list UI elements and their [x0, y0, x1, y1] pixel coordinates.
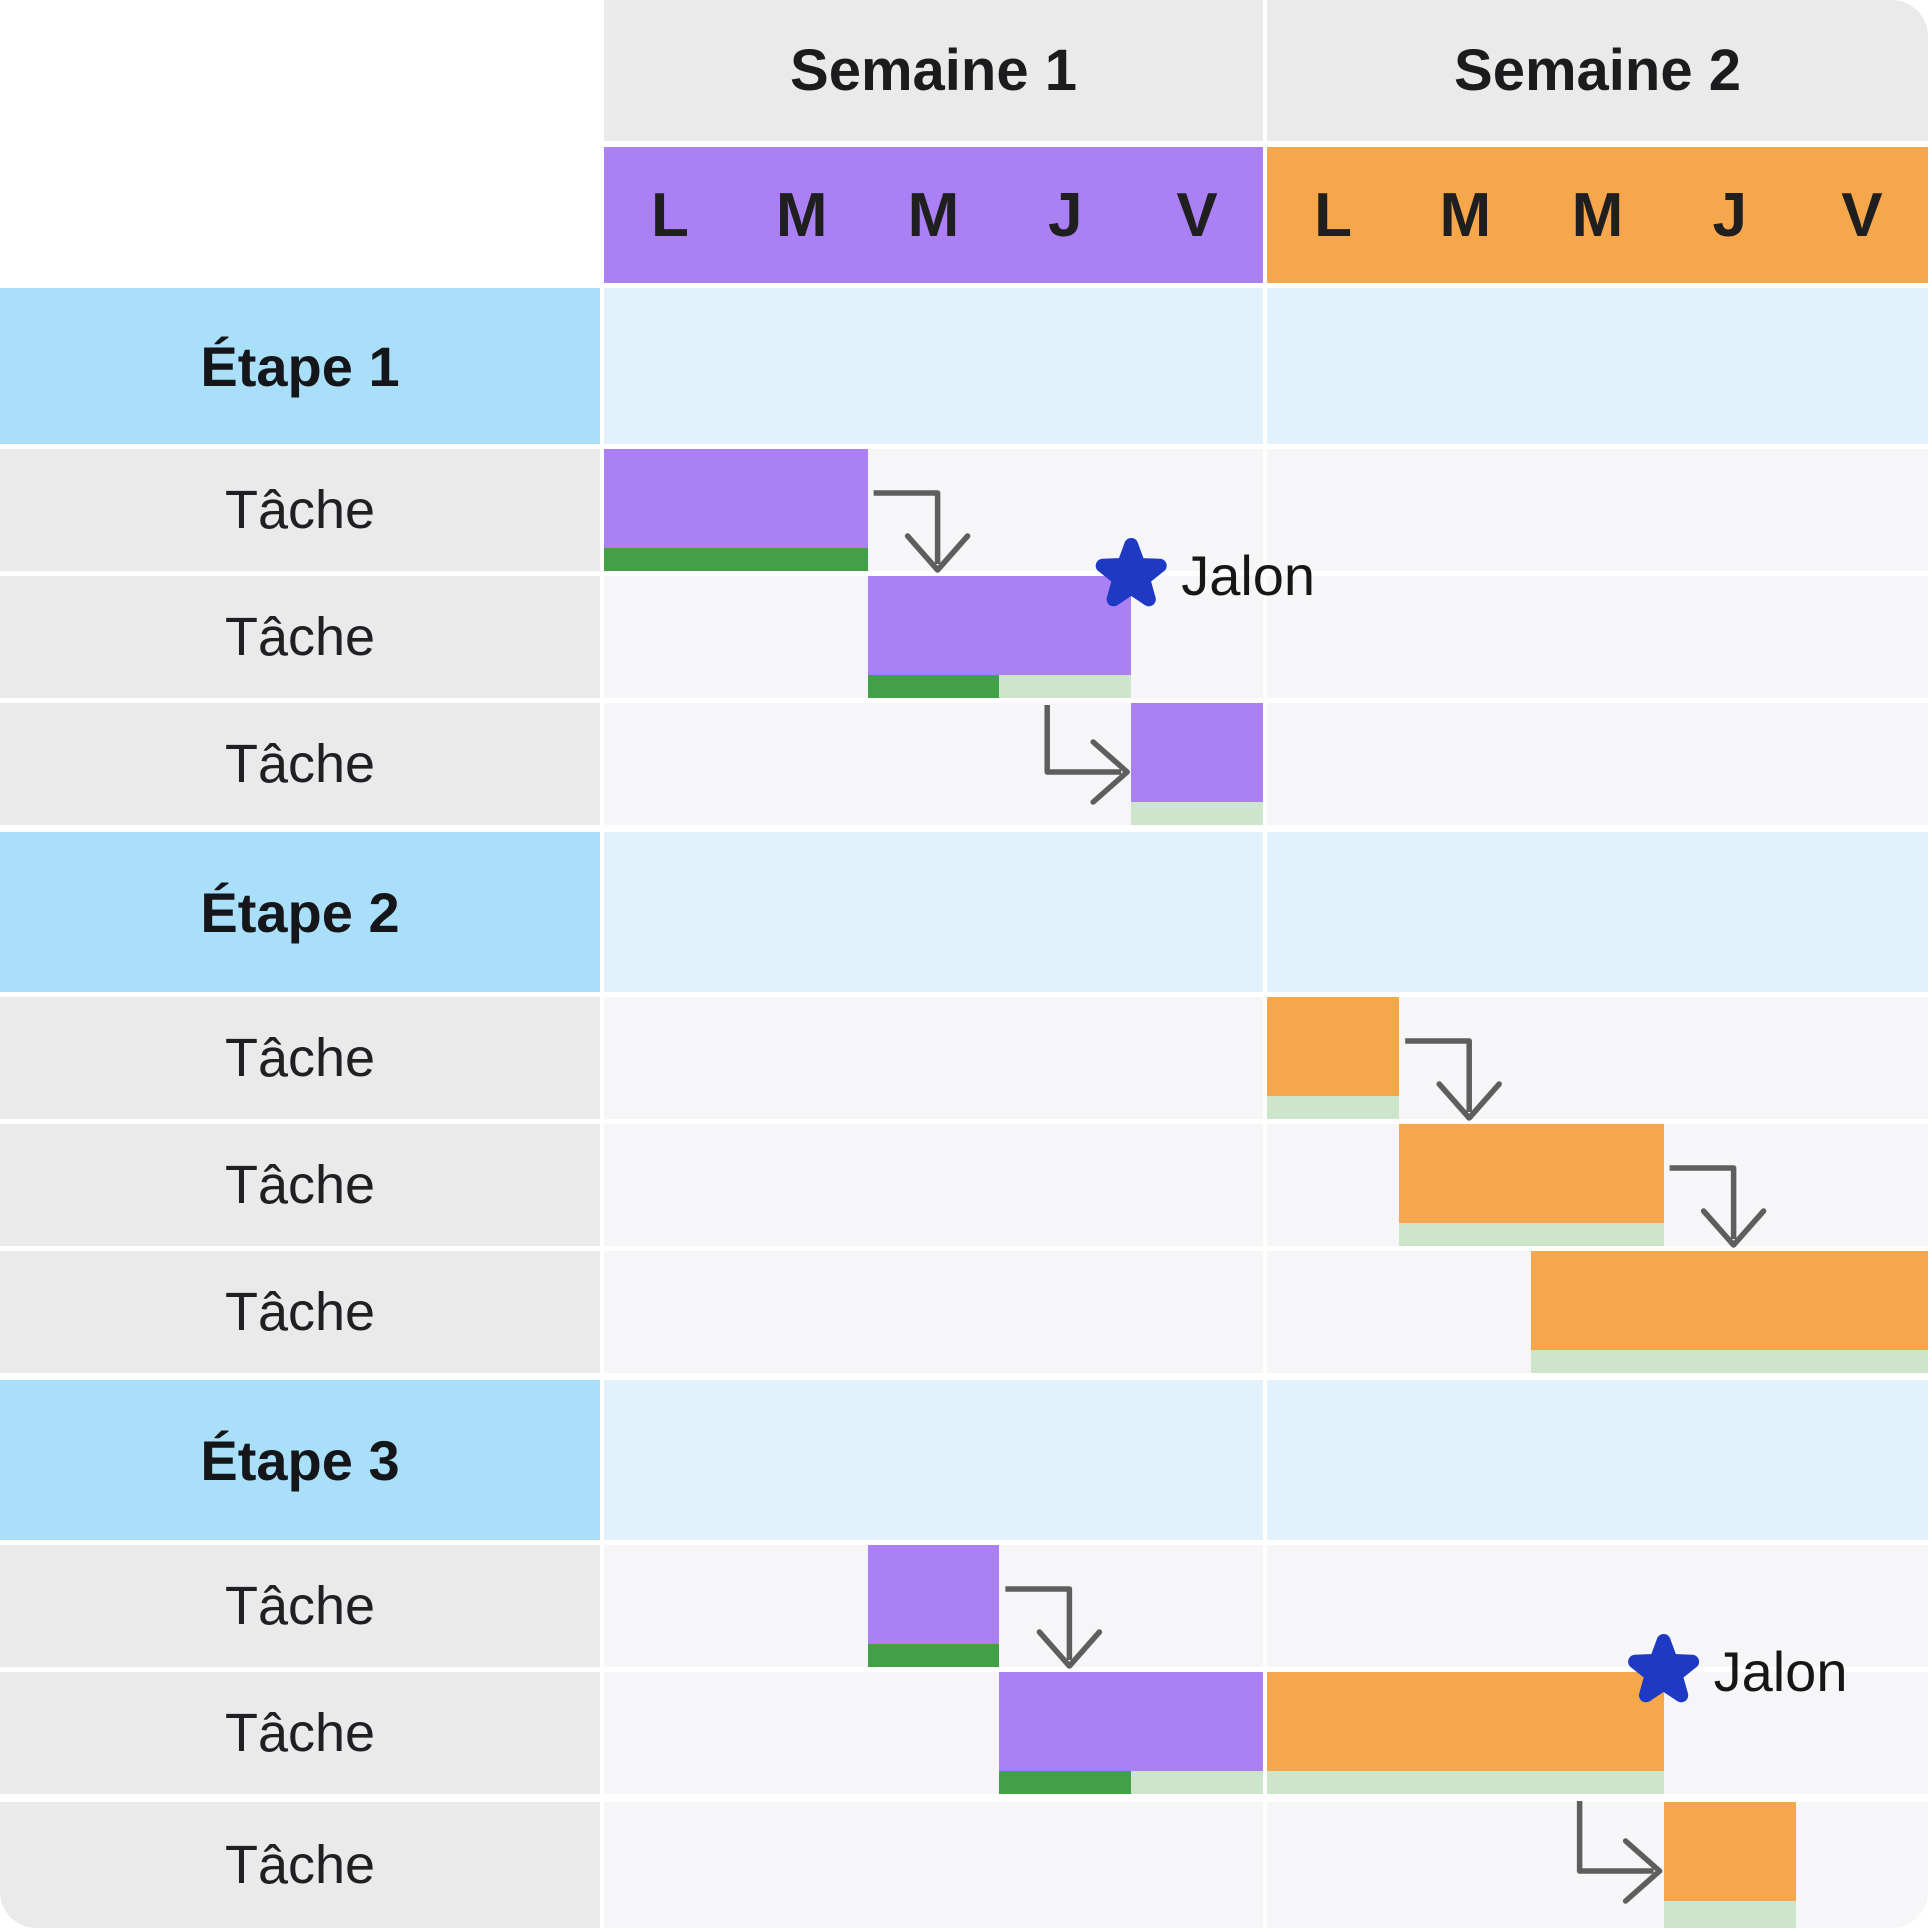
task-row-label: Tâche	[224, 480, 376, 540]
progress-strip	[604, 548, 868, 571]
task-label-cell: Tâche	[0, 1672, 600, 1794]
week2-day-band	[1267, 147, 1928, 283]
day-cell: M	[736, 147, 868, 283]
task-track	[604, 1124, 1263, 1246]
stage-row: Étape 2	[0, 832, 1928, 992]
task-track	[604, 997, 1263, 1119]
day-letter-label: J	[1712, 180, 1747, 250]
stage-track	[1267, 288, 1928, 444]
day-cell: V	[1796, 147, 1928, 283]
progress-strip	[867, 1644, 1000, 1667]
stage-row: Étape 1	[0, 288, 1928, 444]
week2-header-band: Semaine 2	[1267, 0, 1928, 141]
day-cell: M	[1531, 147, 1663, 283]
progress-strip	[1399, 1223, 1664, 1246]
milestone-label: Jalon	[1713, 1639, 1848, 1703]
progress-strip	[1267, 1096, 1400, 1119]
stage-row-label: Étape 1	[200, 334, 400, 398]
task-label-cell: Tâche	[0, 997, 600, 1119]
stage-label-cell: Étape 3	[0, 1380, 600, 1540]
task-row-label: Tâche	[224, 1282, 376, 1342]
task-row-label: Tâche	[224, 1576, 376, 1636]
progress-strip	[867, 675, 1000, 698]
task-bar	[999, 1672, 1263, 1771]
task-track	[604, 1251, 1263, 1373]
stage-track	[604, 1380, 1263, 1540]
day-letter-label: L	[1314, 180, 1353, 250]
day-letter-label: M	[1571, 180, 1624, 250]
day-letter-label: M	[1439, 180, 1492, 250]
task-bar	[1663, 1802, 1796, 1901]
stage-label-cell: Étape 1	[0, 288, 600, 444]
day-cell: M	[1399, 147, 1531, 283]
day-letter-label: L	[650, 180, 689, 250]
day-cell: L	[1267, 147, 1399, 283]
task-bar	[1399, 1124, 1664, 1223]
day-letter-label: M	[907, 180, 960, 250]
day-letter-label: J	[1048, 180, 1083, 250]
task-bar	[1267, 997, 1400, 1096]
task-bar	[604, 449, 868, 548]
progress-strip	[999, 675, 1132, 698]
day-cell: M	[868, 147, 1000, 283]
day-letter-label: M	[775, 180, 828, 250]
task-label-cell: Tâche	[0, 1251, 600, 1373]
task-track	[1267, 703, 1928, 825]
progress-strip	[1131, 1771, 1263, 1794]
day-cell: L	[604, 147, 736, 283]
stage-row-label: Étape 3	[200, 1428, 400, 1492]
task-track	[1267, 1545, 1928, 1667]
progress-strip	[1663, 1901, 1796, 1928]
stage-label-cell: Étape 2	[0, 832, 600, 992]
progress-strip	[1131, 802, 1263, 825]
progress-strip	[999, 1771, 1132, 1794]
milestone-label: Jalon	[1181, 543, 1316, 607]
task-row-label: Tâche	[224, 734, 376, 794]
week1-header-label: Semaine 1	[790, 38, 1077, 103]
task-row: Tâche	[0, 997, 1928, 1119]
day-cell: J	[999, 147, 1131, 283]
stage-track	[1267, 1380, 1928, 1540]
stage-track	[1267, 832, 1928, 992]
task-row-label: Tâche	[224, 1835, 376, 1895]
stage-row: Étape 3	[0, 1380, 1928, 1540]
task-track	[604, 1802, 1263, 1928]
week2-header-label: Semaine 2	[1454, 38, 1741, 103]
stage-track	[604, 288, 1263, 444]
progress-strip	[1531, 1350, 1928, 1373]
task-row: Tâche	[0, 703, 1928, 825]
task-bar	[1531, 1251, 1928, 1350]
day-letter-label: V	[1176, 180, 1218, 250]
progress-strip	[1267, 1771, 1664, 1794]
task-row-label: Tâche	[224, 1703, 376, 1763]
task-label-cell: Tâche	[0, 1545, 600, 1667]
stage-track	[604, 832, 1263, 992]
task-label-cell: Tâche	[0, 576, 600, 698]
task-label-cell: Tâche	[0, 1802, 600, 1928]
day-letter-label: V	[1841, 180, 1883, 250]
task-row-label: Tâche	[224, 1155, 376, 1215]
task-row-label: Tâche	[224, 1028, 376, 1088]
day-cell: V	[1131, 147, 1263, 283]
task-bar	[867, 1545, 1000, 1644]
stage-row-label: Étape 2	[200, 880, 400, 944]
task-row: Tâche	[0, 449, 1928, 571]
day-cell: J	[1664, 147, 1796, 283]
task-label-cell: Tâche	[0, 703, 600, 825]
task-track	[1267, 449, 1928, 571]
task-track	[1267, 1802, 1928, 1928]
task-bar	[1267, 1672, 1664, 1771]
task-bar	[1131, 703, 1263, 802]
task-label-cell: Tâche	[0, 1124, 600, 1246]
task-label-cell: Tâche	[0, 449, 600, 571]
week1-header-band: Semaine 1	[604, 0, 1263, 141]
task-row: Tâche	[0, 1802, 1928, 1928]
week1-day-band	[604, 147, 1263, 283]
task-bar	[867, 576, 1132, 675]
task-track	[1267, 576, 1928, 698]
task-row-label: Tâche	[224, 607, 376, 667]
